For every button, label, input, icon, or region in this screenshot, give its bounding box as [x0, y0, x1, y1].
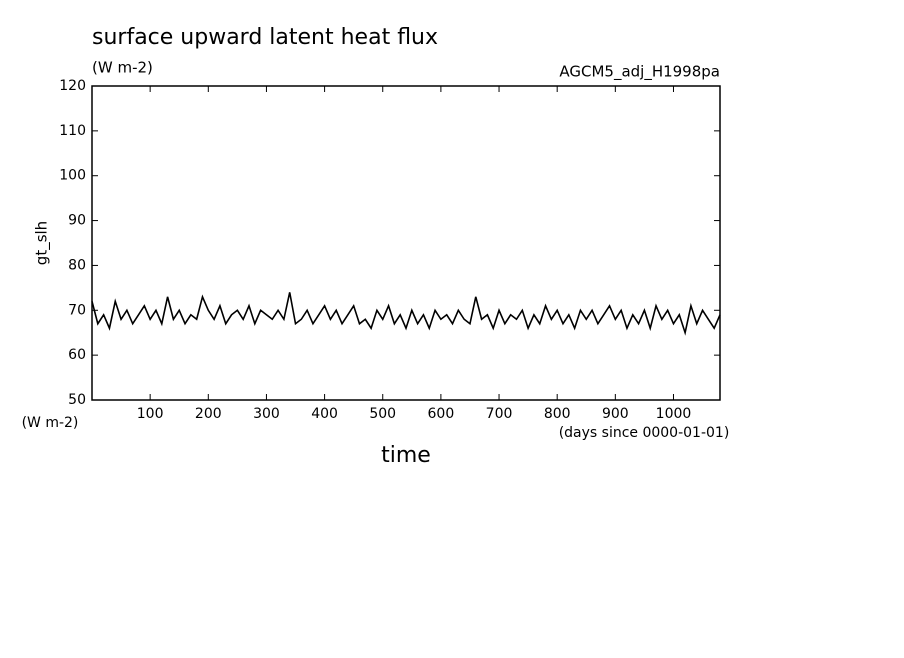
- y-tick-label: 90: [68, 213, 86, 229]
- y-tick-label: 100: [59, 168, 86, 184]
- x-tick-label: 600: [428, 406, 455, 422]
- subtitle: (W m-2): [92, 59, 153, 77]
- x-unit: (days since 0000-01-01): [559, 425, 730, 441]
- run-label: AGCM5_adj_H1998pa: [559, 63, 720, 82]
- x-tick-label: 300: [253, 406, 280, 422]
- chart-title: surface upward latent heat flux: [92, 25, 438, 50]
- y-unit: (W m-2): [22, 415, 79, 431]
- x-tick-label: 100: [137, 406, 164, 422]
- y-tick-label: 70: [68, 302, 86, 318]
- x-tick-label: 900: [602, 406, 629, 422]
- y-tick-label: 60: [68, 347, 86, 363]
- x-tick-label: 1000: [656, 406, 692, 422]
- series-line: [91, 292, 721, 336]
- x-axis-label: time: [381, 443, 431, 468]
- y-axis-label: gt_slh: [33, 221, 52, 265]
- x-tick-label: 800: [544, 406, 571, 422]
- x-tick-label: 500: [369, 406, 396, 422]
- x-tick-label: 200: [195, 406, 222, 422]
- x-tick-label: 700: [486, 406, 513, 422]
- y-tick-label: 120: [59, 78, 86, 94]
- y-tick-label: 50: [68, 392, 86, 408]
- x-tick-label: 400: [311, 406, 338, 422]
- plot-frame: [91, 85, 721, 401]
- y-tick-label: 110: [59, 123, 86, 139]
- y-tick-label: 80: [68, 257, 86, 273]
